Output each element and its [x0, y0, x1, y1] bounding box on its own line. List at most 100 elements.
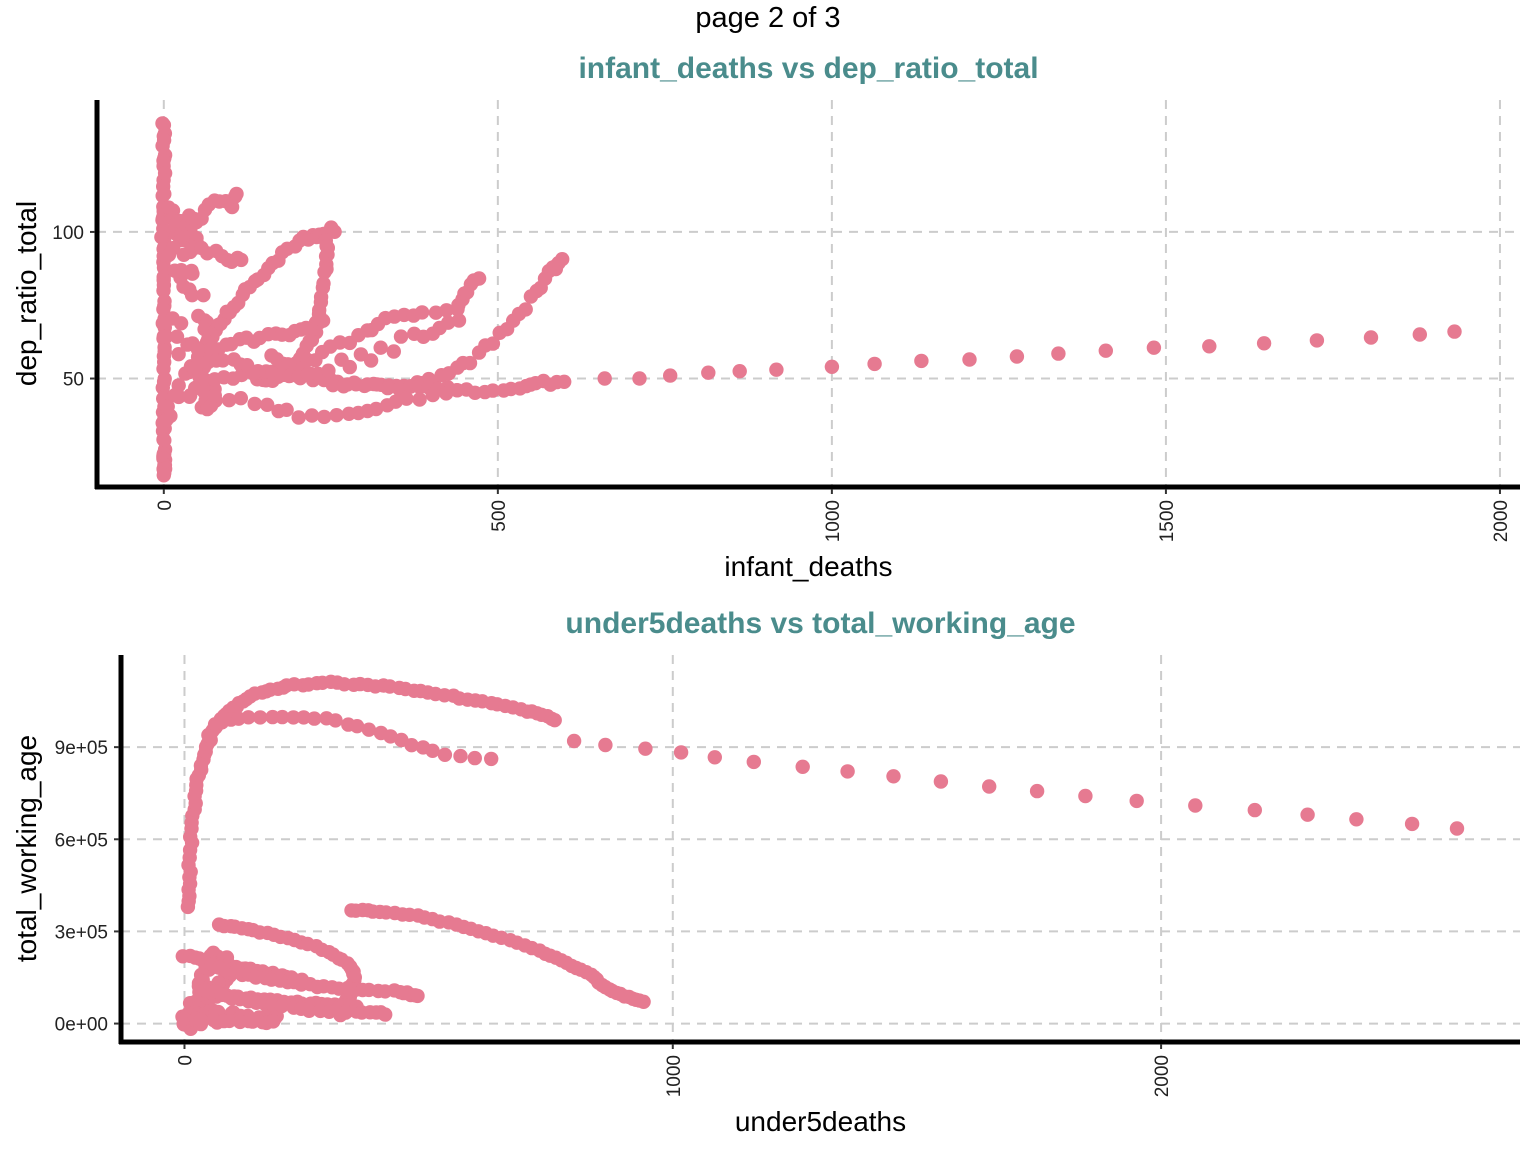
scatter-points — [154, 116, 1462, 483]
data-point — [914, 353, 929, 369]
data-point — [410, 988, 425, 1004]
data-point — [453, 748, 468, 764]
data-point — [176, 1011, 192, 1026]
data-point — [547, 713, 562, 728]
data-point — [1202, 339, 1217, 354]
data-point — [167, 387, 183, 403]
data-point — [304, 408, 320, 423]
data-point — [1146, 340, 1162, 355]
data-point — [886, 769, 901, 784]
data-point — [266, 1014, 281, 1029]
data-point — [638, 741, 653, 756]
data-point — [386, 344, 401, 359]
data-point — [518, 302, 533, 317]
data-point — [207, 388, 222, 403]
data-point — [824, 359, 840, 374]
data-point — [229, 186, 244, 202]
data-point — [234, 252, 249, 268]
data-point — [296, 710, 311, 725]
data-point — [247, 364, 263, 380]
data-point — [1256, 336, 1272, 351]
data-point — [1051, 346, 1066, 361]
y-tick-label: 6e+05 — [55, 830, 108, 851]
scatter-points — [175, 674, 1465, 1036]
data-point — [404, 738, 419, 753]
y-axis-title: total_working_age — [11, 735, 42, 962]
x-axis-title: under5deaths — [735, 1106, 906, 1137]
x-tick-label: 0 — [155, 500, 176, 511]
data-point — [307, 711, 322, 726]
data-point — [321, 363, 336, 378]
data-point — [485, 336, 501, 351]
data-point — [1447, 324, 1462, 339]
page-header: page 2 of 3 — [695, 2, 841, 34]
x-tick-label: 2000 — [1491, 500, 1512, 542]
data-point — [982, 779, 997, 794]
data-point — [663, 368, 678, 383]
data-point — [412, 392, 427, 407]
data-point — [441, 315, 456, 330]
data-point — [247, 396, 262, 412]
data-point — [393, 329, 409, 344]
chart-2: 0e+00 3e+05 6e+05 9e+05 0 1000 2000 under5death… — [11, 607, 1520, 1137]
x-tick-label: 2000 — [1152, 1055, 1173, 1097]
data-point — [1349, 812, 1364, 827]
x-tick-label: 500 — [489, 500, 510, 532]
data-point — [425, 387, 440, 403]
data-point — [173, 316, 189, 331]
data-point — [1188, 798, 1203, 813]
data-point — [156, 283, 171, 298]
data-point — [373, 340, 388, 355]
data-point — [190, 342, 206, 357]
data-point — [1412, 327, 1428, 342]
data-point — [185, 266, 200, 281]
y-tick-label: 9e+05 — [55, 738, 108, 759]
data-point — [325, 378, 341, 393]
data-point — [317, 264, 332, 280]
x-tick-label: 1000 — [664, 1055, 685, 1097]
data-point — [336, 379, 351, 394]
data-point — [673, 745, 689, 760]
data-point — [275, 709, 290, 725]
data-point — [1309, 333, 1325, 348]
y-tick-label: 3e+05 — [55, 922, 108, 943]
data-point — [598, 737, 613, 753]
data-point — [342, 359, 357, 375]
data-point — [1300, 807, 1315, 822]
data-point — [368, 401, 384, 417]
data-point — [450, 383, 465, 398]
data-point — [348, 377, 364, 392]
data-point — [274, 998, 289, 1014]
data-point — [338, 1005, 353, 1020]
data-point — [840, 764, 855, 779]
data-point — [222, 1013, 237, 1029]
data-point — [485, 383, 500, 398]
data-point — [156, 468, 171, 483]
data-point — [1247, 802, 1263, 818]
data-point — [196, 288, 211, 303]
data-point — [439, 303, 454, 318]
data-point — [732, 364, 747, 379]
data-point — [962, 352, 977, 367]
data-point — [291, 410, 306, 425]
data-point — [1449, 821, 1465, 836]
data-point — [383, 729, 398, 744]
data-point — [169, 329, 185, 344]
y-tick-label: 50 — [63, 370, 84, 391]
chart-title: under5deaths vs total_working_age — [565, 607, 1075, 640]
data-point — [197, 983, 212, 998]
data-point — [471, 271, 487, 286]
data-point — [361, 722, 377, 737]
data-point — [555, 252, 570, 267]
data-point — [597, 371, 612, 386]
data-point — [300, 366, 316, 382]
x-tick-label: 0 — [175, 1055, 196, 1066]
data-point — [1129, 793, 1144, 809]
data-point — [253, 710, 268, 725]
data-point — [439, 386, 454, 401]
x-tick-label: 1500 — [1157, 500, 1178, 542]
data-point — [260, 397, 275, 412]
